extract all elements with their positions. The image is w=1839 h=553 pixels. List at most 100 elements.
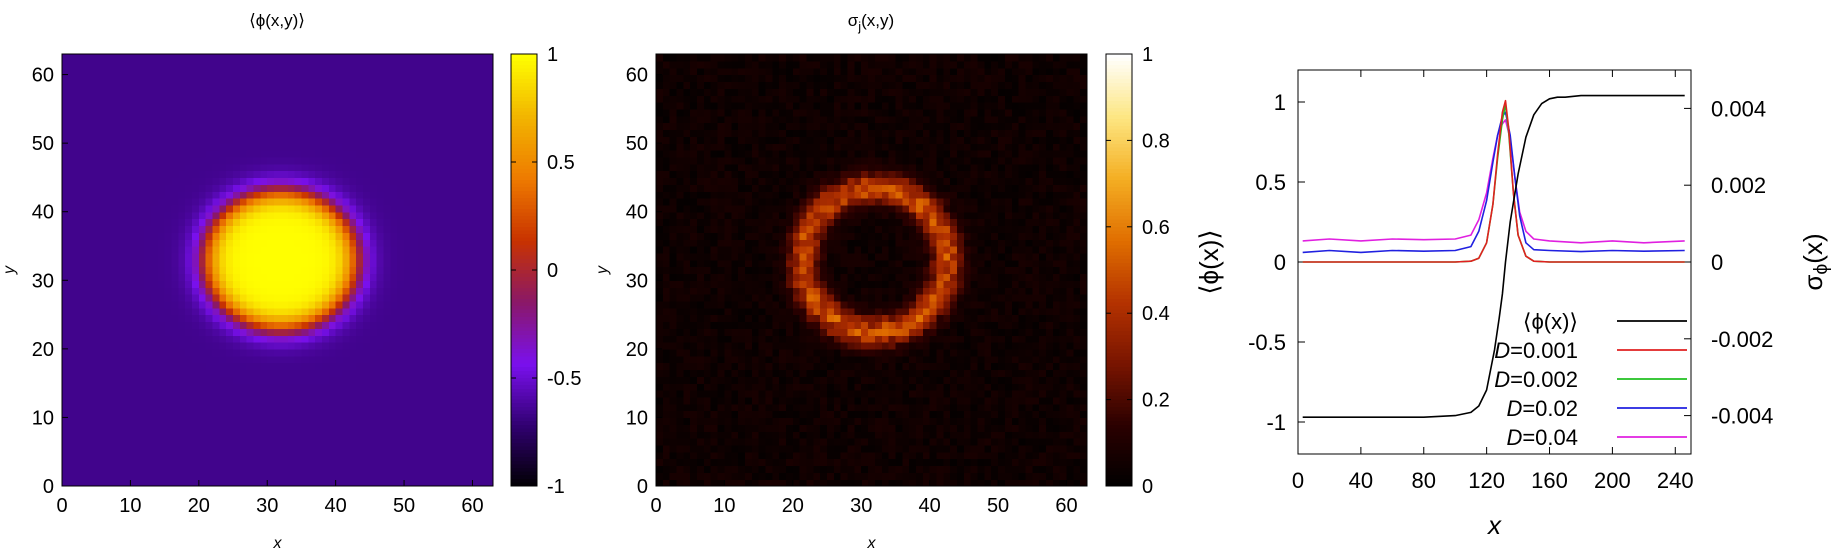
heatmap-cell bbox=[840, 444, 849, 453]
heatmap-cell bbox=[1052, 444, 1061, 453]
heatmap-cell bbox=[397, 198, 405, 206]
heatmap-cell bbox=[356, 362, 364, 371]
heatmap-cell bbox=[445, 424, 453, 432]
heatmap-cell bbox=[472, 259, 480, 268]
heatmap-cell bbox=[75, 328, 84, 336]
heatmap-cell bbox=[116, 294, 125, 302]
heatmap-cell bbox=[233, 458, 241, 467]
heatmap-cell bbox=[82, 218, 90, 227]
heatmap-cell bbox=[404, 458, 412, 467]
heatmap-cell bbox=[239, 438, 248, 446]
heatmap-cell bbox=[321, 218, 330, 227]
heatmap-cell bbox=[321, 438, 330, 446]
heatmap-cell bbox=[315, 451, 323, 460]
heatmap-cell bbox=[417, 307, 426, 316]
heatmap-cell bbox=[150, 232, 159, 240]
heatmap-cell bbox=[779, 403, 787, 412]
heatmap-cell bbox=[424, 266, 433, 275]
heatmap-cell bbox=[280, 307, 289, 316]
heatmap-cell bbox=[191, 328, 200, 336]
heatmap-cell bbox=[799, 417, 808, 425]
heatmap-cell bbox=[342, 321, 350, 329]
heatmap-cell bbox=[335, 74, 344, 83]
heatmap-cell bbox=[424, 273, 433, 281]
heatmap-cell bbox=[267, 252, 275, 261]
heatmap-cell bbox=[383, 348, 391, 357]
heatmap-cell bbox=[970, 403, 979, 412]
heatmap-cell bbox=[89, 307, 97, 316]
heatmap-cell bbox=[929, 424, 938, 432]
heatmap-cell bbox=[383, 431, 391, 439]
heatmap-cell bbox=[363, 438, 371, 446]
heatmap-cell bbox=[669, 424, 678, 432]
colorbar-step bbox=[511, 140, 537, 145]
heatmap-cell bbox=[383, 342, 391, 350]
heatmap-cell bbox=[785, 403, 794, 412]
heatmap-cell bbox=[397, 479, 405, 487]
heatmap-cell bbox=[922, 431, 931, 439]
heatmap-cell bbox=[984, 465, 992, 473]
heatmap-cell bbox=[267, 115, 275, 124]
heatmap-cell bbox=[103, 115, 111, 124]
heatmap-cell bbox=[171, 177, 179, 185]
heatmap-cell bbox=[369, 458, 378, 467]
heatmap-cell bbox=[909, 444, 917, 453]
heatmap-cell bbox=[123, 321, 132, 329]
heatmap-cell bbox=[424, 410, 433, 419]
heatmap-cell bbox=[198, 362, 207, 371]
heatmap-cell bbox=[349, 259, 357, 268]
heatmap-cell bbox=[191, 438, 200, 446]
heatmap-cell bbox=[451, 184, 460, 192]
heatmap-cell bbox=[758, 390, 767, 398]
heatmap-cell bbox=[178, 417, 186, 425]
heatmap-cell bbox=[479, 136, 487, 144]
heatmap-cell bbox=[123, 335, 132, 343]
heatmap-cell bbox=[676, 465, 684, 473]
heatmap-cell bbox=[246, 252, 255, 261]
heatmap-cell bbox=[226, 348, 234, 357]
heatmap-cell bbox=[383, 266, 391, 275]
heatmap-cell bbox=[738, 444, 746, 453]
heatmap-cell bbox=[431, 266, 439, 275]
heatmap-cell bbox=[82, 294, 90, 302]
heatmap-cell bbox=[267, 198, 275, 206]
heatmap-cell bbox=[226, 88, 234, 96]
heatmap-cell bbox=[451, 335, 460, 343]
heatmap-cell bbox=[239, 355, 248, 364]
heatmap-cell bbox=[328, 396, 337, 405]
heatmap-cell bbox=[191, 170, 200, 179]
heatmap-cell bbox=[465, 88, 474, 96]
heatmap-cell bbox=[219, 307, 227, 316]
heatmap-cell bbox=[458, 122, 467, 131]
heatmap-cell bbox=[171, 266, 179, 275]
heatmap-cell bbox=[335, 218, 344, 227]
heatmap-cell bbox=[246, 438, 255, 446]
heatmap-cell bbox=[267, 67, 275, 76]
heatmap-cell bbox=[178, 294, 186, 302]
heatmap-cell bbox=[417, 355, 426, 364]
heatmap-cell bbox=[390, 355, 398, 364]
heatmap-cell bbox=[909, 424, 917, 432]
heatmap-cell bbox=[369, 198, 378, 206]
heatmap-cell bbox=[356, 328, 364, 336]
heatmap-cell bbox=[171, 438, 179, 446]
heatmap-cell bbox=[486, 396, 494, 405]
heatmap-cell bbox=[233, 465, 241, 473]
heatmap-cell bbox=[116, 156, 125, 165]
heatmap-cell bbox=[164, 472, 173, 480]
heatmap-cell bbox=[363, 342, 371, 350]
heatmap-cell bbox=[89, 143, 97, 151]
heatmap-cell bbox=[697, 390, 705, 398]
heatmap-cell bbox=[861, 458, 869, 467]
heatmap-cell bbox=[130, 225, 138, 233]
heatmap-cell bbox=[205, 211, 214, 220]
heatmap-cell bbox=[226, 300, 234, 309]
heatmap-cell bbox=[472, 74, 480, 83]
heatmap-cell bbox=[765, 396, 773, 405]
heatmap-cell bbox=[246, 156, 255, 165]
heatmap-cell bbox=[404, 54, 412, 62]
heatmap-cell bbox=[130, 170, 138, 179]
heatmap-cell bbox=[308, 246, 316, 254]
heatmap-cell bbox=[356, 198, 364, 206]
heatmap-cell bbox=[404, 246, 412, 254]
